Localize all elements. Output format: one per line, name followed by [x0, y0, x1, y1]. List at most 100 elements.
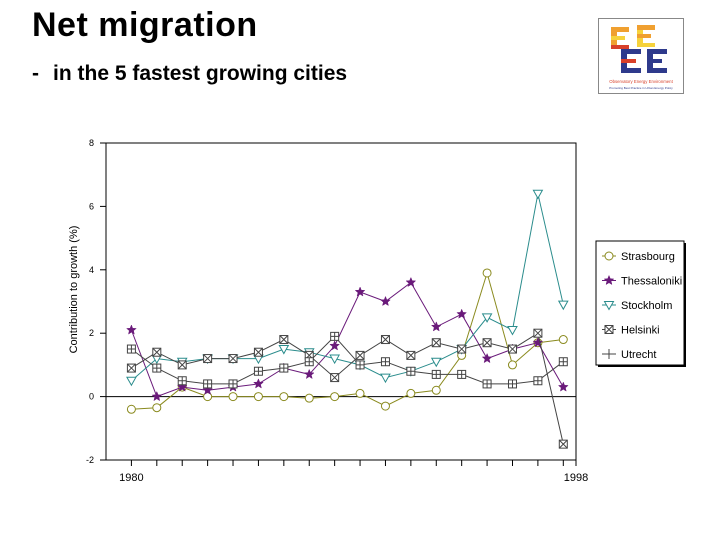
legend-label-helsinki: Helsinki [621, 325, 660, 337]
data-point-thessaloniki [202, 384, 214, 395]
data-point-strasbourg [126, 404, 136, 414]
data-point-helsinki [482, 338, 492, 348]
data-point-strasbourg [431, 385, 441, 395]
logo-caption-2: Promoting Best Practice in Urban Energy … [609, 86, 673, 90]
marker-cross [431, 338, 441, 348]
data-point-helsinki [457, 344, 467, 354]
data-point-stockholm [507, 326, 518, 336]
data-point-utrecht [279, 363, 289, 373]
marker-cross [406, 351, 416, 360]
marker-plus [127, 345, 136, 354]
legend-item-utrecht: Utrecht [602, 349, 656, 361]
legend-label-utrecht: Utrecht [621, 349, 656, 361]
legend-label-strasbourg: Strasbourg [621, 251, 675, 263]
axis-ticks: -2 0 2 4 6 8 1980 1998 Contribution to growth (%… [68, 138, 588, 484]
data-point-utrecht [126, 344, 136, 354]
series-stockholm [126, 189, 569, 387]
data-point-utrecht [177, 376, 187, 386]
subtitle-text: in the 5 fastest growing cities [53, 62, 348, 85]
data-point-thessaloniki [253, 378, 264, 389]
data-point-helsinki [533, 328, 543, 338]
data-point-utrecht [228, 379, 238, 389]
logo-letter-e-2 [637, 25, 655, 47]
data-point-helsinki [406, 350, 416, 360]
data-point-thessaloniki [430, 321, 442, 332]
subtitle-bullet: - [32, 62, 39, 85]
legend-label-stockholm: Stockholm [621, 300, 672, 312]
data-point-utrecht [304, 357, 314, 367]
data-point-stockholm [278, 345, 290, 355]
marker-plus [330, 332, 339, 341]
logo: Observatory Energy Environment Promoting… [598, 18, 684, 94]
marker-cross [177, 360, 187, 370]
data-point-utrecht [457, 369, 467, 379]
marker-cross [533, 328, 543, 338]
data-point-stockholm [557, 300, 569, 311]
slide-subtitle: - in the 5 fastest growing cities [32, 62, 347, 86]
series-line-strasbourg [131, 271, 564, 410]
marker-cross [604, 325, 614, 334]
data-point-thessaloniki [380, 295, 391, 307]
series-helsinki [126, 328, 568, 449]
data-point-utrecht [507, 379, 517, 389]
x-tick-label: 1998 [564, 472, 588, 484]
marker-cross [228, 354, 238, 363]
data-point-thessaloniki [126, 324, 137, 335]
y-axis-label: Contribution to growth (%) [68, 226, 80, 354]
marker-cross [279, 335, 289, 344]
legend-label-thessaloniki: Thessaloniki [621, 276, 682, 288]
marker-cross [508, 344, 517, 354]
data-point-helsinki [330, 373, 340, 383]
marker-cross [254, 347, 263, 357]
marker-cross [355, 351, 365, 360]
data-point-strasbourg [304, 393, 314, 403]
data-point-helsinki [558, 439, 568, 449]
logo-letter-e-3 [621, 49, 641, 73]
marker-cross [381, 335, 390, 344]
data-point-utrecht [431, 369, 441, 379]
logo-graphic: Observatory Energy Environment Promoting… [609, 25, 674, 90]
data-point-utrecht [355, 360, 365, 370]
legend-item-stockholm: Stockholm [602, 300, 672, 312]
marker-plus [432, 370, 441, 379]
data-point-utrecht [253, 366, 263, 376]
data-point-strasbourg [152, 403, 162, 413]
y-tick-label: 2 [89, 328, 94, 338]
data-point-helsinki [355, 350, 365, 360]
marker-plus [406, 367, 415, 376]
data-point-thessaloniki [456, 308, 468, 319]
data-point-strasbourg [279, 392, 289, 402]
series-line-stockholm [131, 193, 564, 382]
legend-item-strasbourg: Strasbourg [602, 251, 675, 263]
marker-cross [152, 347, 162, 357]
data-point-utrecht [380, 357, 390, 367]
data-point-thessaloniki [481, 352, 493, 364]
marker-cross [203, 354, 212, 363]
marker-plus [559, 357, 568, 366]
data-point-strasbourg [253, 392, 263, 402]
data-point-utrecht [330, 331, 340, 341]
data-point-stockholm [532, 189, 544, 200]
data-point-stockholm [329, 354, 341, 365]
marker-plus [381, 357, 390, 366]
marker-plus [356, 360, 365, 369]
data-point-helsinki [507, 344, 517, 354]
data-point-helsinki [253, 347, 263, 357]
series-line-thessaloniki [130, 281, 564, 398]
data-point-utrecht [558, 357, 568, 367]
x-tick-label: 1980 [119, 472, 143, 484]
data-point-helsinki [228, 354, 238, 364]
data-point-thessaloniki [405, 276, 417, 288]
marker-cross [482, 338, 492, 348]
marker-cross [330, 373, 340, 382]
data-point-strasbourg [330, 392, 340, 402]
legend-item-helsinki: Helsinki [602, 325, 660, 337]
plot-frame [105, 142, 577, 461]
legend-marker-utrecht [604, 349, 614, 359]
legend-marker-helsinki [604, 325, 614, 334]
y-tick-label: 6 [89, 201, 94, 211]
legend-marker-stockholm [603, 301, 615, 311]
marker-plus [254, 367, 263, 376]
slide-title: Net migration [32, 6, 258, 44]
